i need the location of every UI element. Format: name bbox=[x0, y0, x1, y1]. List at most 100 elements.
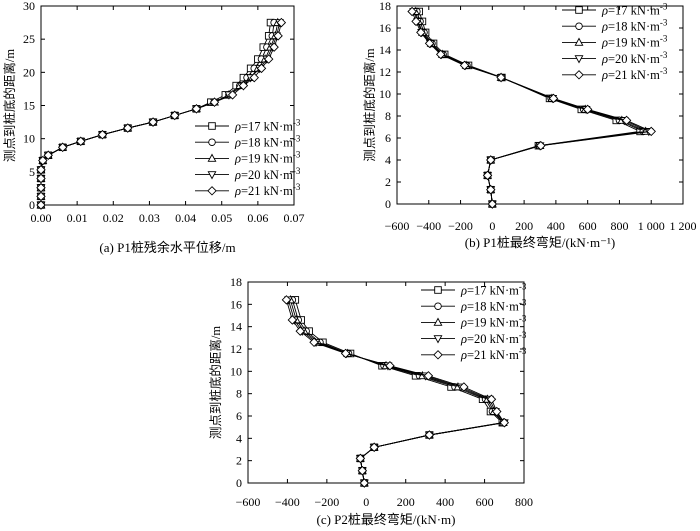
data-point bbox=[263, 54, 274, 64]
legend-marker bbox=[207, 171, 217, 180]
x-tick-label: 800 bbox=[515, 495, 533, 509]
data-point bbox=[276, 17, 287, 28]
legend-marker bbox=[574, 70, 584, 80]
data-point bbox=[423, 371, 434, 381]
legend-marker bbox=[575, 22, 583, 30]
data-point bbox=[43, 150, 53, 160]
data-point bbox=[357, 465, 368, 476]
series-5 bbox=[281, 295, 510, 488]
x-tick-label: 0.00 bbox=[31, 211, 52, 225]
data-point bbox=[487, 199, 498, 209]
x-tick-label: 1 200 bbox=[670, 219, 697, 233]
data-point bbox=[407, 6, 417, 17]
y-tick-label: 10 bbox=[379, 87, 391, 101]
legend-label: ρ=21 kN·m-3 bbox=[601, 66, 668, 82]
data-point bbox=[295, 326, 305, 336]
y-axis-label: 测点到桩底的距离/m bbox=[208, 326, 223, 439]
legend: ρ=17 kN·m-3ρ=18 kN·m-3ρ=19 kN·m-3ρ=20 kN… bbox=[421, 281, 527, 362]
legend-marker bbox=[208, 138, 216, 146]
data-point bbox=[355, 453, 366, 464]
data-point bbox=[97, 129, 108, 140]
y-tick-label: 8 bbox=[236, 387, 242, 401]
x-tick-label: 0.07 bbox=[284, 211, 305, 225]
x-tick-label: 200 bbox=[515, 219, 533, 233]
plot-frame bbox=[396, 5, 684, 205]
data-point bbox=[359, 478, 370, 488]
x-tick-label: −400 bbox=[275, 495, 300, 509]
y-tick-label: 8 bbox=[385, 109, 391, 123]
legend-marker bbox=[575, 6, 583, 14]
y-tick-label: 4 bbox=[385, 153, 391, 167]
x-tick-label: 0.06 bbox=[247, 211, 268, 225]
data-point bbox=[209, 97, 220, 107]
legend-marker bbox=[208, 122, 216, 130]
series-line bbox=[411, 11, 653, 205]
y-tick-label: 0 bbox=[385, 197, 391, 211]
legend-label: ρ=17 kN·m-3 bbox=[234, 117, 301, 133]
data-point bbox=[499, 417, 510, 428]
legend-label: ρ=17 kN·m-3 bbox=[601, 1, 668, 17]
data-point bbox=[191, 104, 202, 114]
y-tick-label: 0 bbox=[236, 476, 242, 490]
data-point bbox=[369, 442, 379, 453]
y-tick-label: 20 bbox=[23, 65, 35, 79]
y-tick-label: 30 bbox=[23, 0, 35, 13]
y-tick-label: 14 bbox=[379, 43, 391, 57]
x-tick-label: 0.04 bbox=[175, 211, 196, 225]
series-line bbox=[285, 299, 506, 484]
x-tick-label: 400 bbox=[436, 495, 454, 509]
y-tick-label: 10 bbox=[23, 132, 35, 146]
data-point bbox=[36, 173, 46, 184]
y-tick-label: 12 bbox=[230, 342, 242, 356]
data-point bbox=[492, 406, 502, 417]
data-point bbox=[123, 123, 133, 133]
data-point bbox=[536, 140, 546, 151]
y-tick-label: 2 bbox=[236, 454, 242, 468]
data-point bbox=[459, 60, 470, 71]
y-tick-label: 6 bbox=[385, 131, 391, 145]
data-point bbox=[36, 191, 46, 202]
y-tick-label: 18 bbox=[379, 0, 391, 13]
data-point bbox=[148, 117, 158, 127]
data-point bbox=[36, 200, 46, 210]
plot-frame bbox=[247, 281, 525, 484]
x-tick-label: −600 bbox=[236, 495, 261, 509]
y-tick-label: 5 bbox=[29, 165, 35, 179]
y-tick-label: 2 bbox=[385, 175, 391, 189]
legend: ρ=17 kN·m-3ρ=18 kN·m-3ρ=19 kN·m-3ρ=20 kN… bbox=[562, 1, 668, 82]
data-point bbox=[340, 348, 351, 359]
legend-marker bbox=[433, 350, 443, 360]
chart-panel-b: −600 −400 −200 0 200 400 600 800 1 000 1 200 0 2 4 6 8… bbox=[362, 0, 697, 250]
data-point bbox=[486, 184, 496, 195]
legend-marker bbox=[574, 55, 584, 64]
data-point bbox=[309, 337, 319, 348]
data-point bbox=[38, 155, 48, 166]
data-point bbox=[76, 136, 86, 147]
data-point bbox=[496, 72, 506, 83]
data-point bbox=[424, 38, 435, 49]
panel-caption: (c) P2桩最终弯矩/(kN·m) bbox=[316, 512, 455, 527]
data-point bbox=[36, 165, 46, 175]
legend-marker bbox=[574, 37, 584, 46]
x-tick-label: 0.02 bbox=[103, 211, 124, 225]
legend-marker bbox=[207, 153, 217, 162]
y-tick-label: 16 bbox=[230, 297, 242, 311]
x-tick-label: −400 bbox=[416, 219, 441, 233]
x-tick-label: 0.01 bbox=[67, 211, 88, 225]
data-point bbox=[548, 93, 559, 104]
data-point bbox=[256, 63, 267, 74]
y-axis-label: 测点到桩底的距离/m bbox=[2, 49, 17, 162]
legend-label: ρ=21 kN·m-3 bbox=[460, 346, 527, 362]
data-point bbox=[385, 361, 395, 371]
data-point bbox=[582, 104, 593, 115]
data-point bbox=[482, 170, 493, 181]
data-point bbox=[486, 155, 496, 165]
data-point bbox=[281, 295, 292, 305]
x-tick-label: 1 000 bbox=[638, 219, 665, 233]
legend-label: ρ=18 kN·m-3 bbox=[234, 134, 301, 150]
data-point bbox=[424, 430, 435, 440]
x-tick-label: −600 bbox=[385, 219, 410, 233]
data-point bbox=[269, 42, 279, 52]
y-tick-label: 6 bbox=[236, 409, 242, 423]
panel-caption: (b) P1桩最终弯矩/(kN·m⁻¹) bbox=[465, 235, 616, 250]
